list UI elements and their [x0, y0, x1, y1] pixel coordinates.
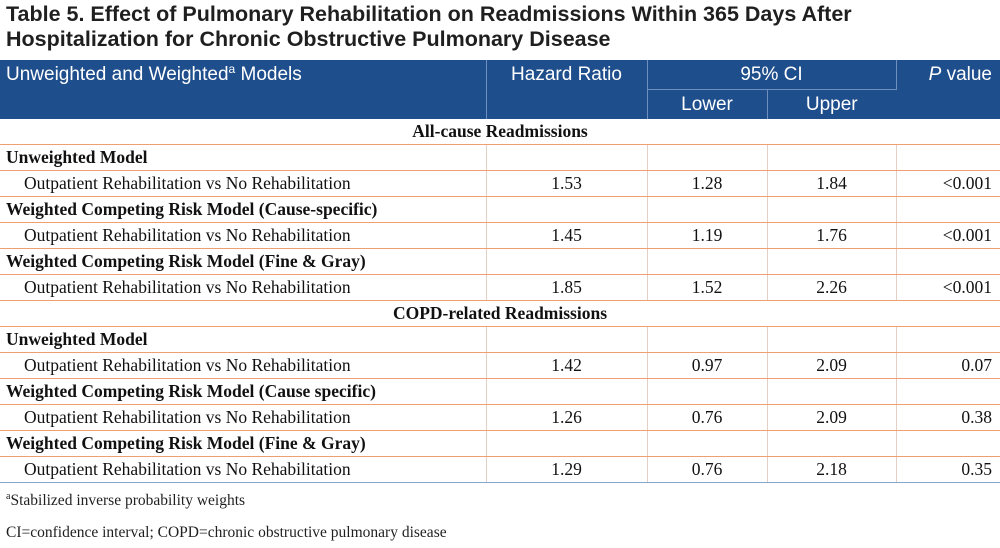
p-value-cell: <0.001 — [896, 274, 1000, 301]
header-models: Unweighted and Weighteda Models — [0, 60, 487, 119]
header-p-value: P value — [896, 60, 1000, 119]
model-header-row: Unweighted Model — [0, 326, 1000, 353]
p-value-cell: 0.38 — [896, 404, 1000, 431]
table-body: All-cause Readmissions Unweighted Model Ou… — [0, 119, 1000, 483]
table-title: Table 5. Effect of Pulmonary Rehabilitat… — [6, 2, 996, 52]
hazard-ratio-cell — [486, 196, 648, 223]
header-models-label: Unweighted and Weighted — [6, 64, 229, 85]
ci-upper-cell — [767, 378, 897, 405]
hazard-ratio-cell — [486, 326, 648, 353]
model-header-row: Weighted Competing Risk Model (Fine & Gr… — [0, 430, 1000, 457]
model-name: Unweighted Model — [0, 326, 487, 353]
ci-lower-cell: 1.28 — [647, 170, 768, 197]
header-upper: Upper — [767, 89, 896, 119]
model-name: Weighted Competing Risk Model (Cause-spe… — [0, 196, 487, 223]
model-name: Weighted Competing Risk Model (Cause spe… — [0, 378, 487, 405]
ci-upper-cell — [767, 248, 897, 275]
ci-upper-cell — [767, 196, 897, 223]
table-row: Outpatient Rehabilitation vs No Rehabili… — [0, 170, 1000, 197]
p-value-cell: 0.35 — [896, 456, 1000, 483]
results-table: Unweighted and Weighteda Models Hazard R… — [0, 60, 1000, 483]
ci-lower-cell: 0.97 — [647, 352, 768, 379]
model-header-row: Weighted Competing Risk Model (Cause spe… — [0, 378, 1000, 405]
comparison-label: Outpatient Rehabilitation vs No Rehabili… — [0, 170, 487, 197]
p-value-cell: <0.001 — [896, 170, 1000, 197]
footnote-a-text: Stabilized inverse probability weights — [10, 492, 246, 509]
p-value-cell — [896, 378, 1000, 405]
table-row: Outpatient Rehabilitation vs No Rehabili… — [0, 404, 1000, 431]
header-hazard-ratio: Hazard Ratio — [486, 60, 648, 119]
hazard-ratio-cell: 1.45 — [486, 222, 648, 249]
table-title-line-1: Table 5. Effect of Pulmonary Rehabilitat… — [6, 2, 852, 26]
hazard-ratio-cell — [486, 144, 648, 171]
header-95-ci: 95% CI — [647, 60, 897, 90]
ci-lower-cell: 1.19 — [647, 222, 768, 249]
ci-lower-cell: 1.52 — [647, 274, 768, 301]
ci-upper-cell: 2.26 — [767, 274, 897, 301]
hazard-ratio-cell — [486, 248, 648, 275]
footnote-a-mark: a — [6, 491, 11, 502]
p-value-cell — [896, 196, 1000, 223]
table-row: Outpatient Rehabilitation vs No Rehabili… — [0, 274, 1000, 301]
hazard-ratio-cell: 1.29 — [486, 456, 648, 483]
model-header-row: Weighted Competing Risk Model (Cause-spe… — [0, 196, 1000, 223]
comparison-label: Outpatient Rehabilitation vs No Rehabili… — [0, 222, 487, 249]
ci-lower-cell: 0.76 — [647, 404, 768, 431]
ci-lower-cell — [647, 196, 768, 223]
table-title-line-2: Hospitalization for Chronic Obstructive … — [6, 27, 611, 51]
ci-upper-cell — [767, 144, 897, 171]
ci-upper-cell: 1.76 — [767, 222, 897, 249]
header-p-rest: value — [941, 64, 992, 85]
hazard-ratio-cell — [486, 430, 648, 457]
ci-upper-cell: 2.18 — [767, 456, 897, 483]
hazard-ratio-cell: 1.53 — [486, 170, 648, 197]
ci-lower-cell — [647, 430, 768, 457]
comparison-label: Outpatient Rehabilitation vs No Rehabili… — [0, 274, 487, 301]
ci-upper-cell: 1.84 — [767, 170, 897, 197]
ci-lower-cell — [647, 248, 768, 275]
section-header-row: All-cause Readmissions — [0, 119, 1000, 145]
hazard-ratio-cell — [486, 378, 648, 405]
model-header-row: Unweighted Model — [0, 144, 1000, 171]
table-row: Outpatient Rehabilitation vs No Rehabili… — [0, 456, 1000, 483]
hazard-ratio-cell: 1.26 — [486, 404, 648, 431]
ci-upper-cell: 2.09 — [767, 352, 897, 379]
hazard-ratio-cell: 1.85 — [486, 274, 648, 301]
p-value-cell — [896, 144, 1000, 171]
table-header: Unweighted and Weighteda Models Hazard R… — [0, 60, 1000, 119]
p-value-cell: 0.07 — [896, 352, 1000, 379]
model-name: Weighted Competing Risk Model (Fine & Gr… — [0, 430, 487, 457]
comparison-label: Outpatient Rehabilitation vs No Rehabili… — [0, 456, 487, 483]
section-header-row: COPD-related Readmissions — [0, 300, 1000, 327]
ci-upper-cell — [767, 430, 897, 457]
section-title: COPD-related Readmissions — [0, 300, 1000, 327]
hazard-ratio-cell: 1.42 — [486, 352, 648, 379]
comparison-label: Outpatient Rehabilitation vs No Rehabili… — [0, 352, 487, 379]
model-header-row: Weighted Competing Risk Model (Fine & Gr… — [0, 248, 1000, 275]
header-models-footnote-mark: a — [228, 62, 236, 76]
header-lower: Lower — [647, 89, 768, 119]
header-p-italic: P — [928, 64, 942, 85]
ci-upper-cell — [767, 326, 897, 353]
footnote-a: aStabilized inverse probability weights — [6, 492, 996, 510]
section-title: All-cause Readmissions — [0, 119, 1000, 145]
p-value-cell — [896, 248, 1000, 275]
model-name: Weighted Competing Risk Model (Fine & Gr… — [0, 248, 487, 275]
ci-lower-cell — [647, 326, 768, 353]
model-name: Unweighted Model — [0, 144, 487, 171]
ci-lower-cell — [647, 378, 768, 405]
p-value-cell: <0.001 — [896, 222, 1000, 249]
comparison-label: Outpatient Rehabilitation vs No Rehabili… — [0, 404, 487, 431]
table-row: Outpatient Rehabilitation vs No Rehabili… — [0, 222, 1000, 249]
p-value-cell — [896, 326, 1000, 353]
p-value-cell — [896, 430, 1000, 457]
header-models-suffix: Models — [235, 64, 302, 85]
table-row: Outpatient Rehabilitation vs No Rehabili… — [0, 352, 1000, 379]
ci-lower-cell — [647, 144, 768, 171]
ci-upper-cell: 2.09 — [767, 404, 897, 431]
footnote-abbreviations: CI=confidence interval; COPD=chronic obs… — [6, 524, 447, 541]
ci-lower-cell: 0.76 — [647, 456, 768, 483]
